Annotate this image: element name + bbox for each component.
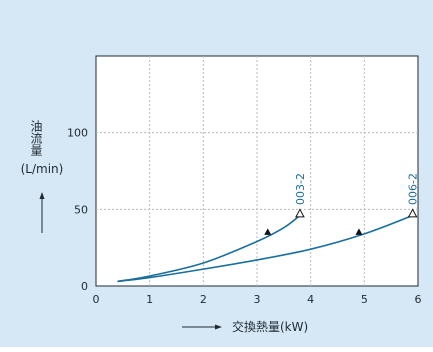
grid-lines xyxy=(96,56,418,286)
x-tick-label-5: 5 xyxy=(361,293,368,306)
plot-area xyxy=(95,55,419,287)
series-marker-open-0 xyxy=(295,208,305,218)
y-tick-labels: 0 50 100 xyxy=(67,127,88,293)
x-tick-label-2: 2 xyxy=(200,293,207,306)
x-tick-label-4: 4 xyxy=(307,293,314,306)
series-labels: 003-2 006-2 xyxy=(294,173,420,205)
x-tick-label-0: 0 xyxy=(93,293,100,306)
series-marker-filled-1 xyxy=(355,228,363,235)
y-tick-label-0: 0 xyxy=(81,280,88,293)
x-tick-labels: 0 1 2 3 4 5 6 xyxy=(93,293,422,306)
series-marker-filled-0 xyxy=(264,228,272,235)
y-axis-arrow-head xyxy=(39,192,45,199)
x-tick-label-3: 3 xyxy=(254,293,261,306)
x-tick-label-1: 1 xyxy=(146,293,153,306)
y-tick-label-2: 100 xyxy=(67,127,88,140)
x-axis-title: 交換熱量(kW) xyxy=(232,319,308,334)
series-curves xyxy=(117,214,413,283)
series-line-1 xyxy=(117,214,413,283)
x-tick-label-6: 6 xyxy=(415,293,422,306)
x-axis-arrow-head xyxy=(215,324,222,330)
series-markers xyxy=(264,208,418,235)
series-label-0: 003-2 xyxy=(294,173,307,205)
series-line-0 xyxy=(117,214,301,283)
y-tick-label-1: 50 xyxy=(74,203,88,216)
y-axis-unit: (L/min) xyxy=(21,162,64,176)
series-label-1: 006-2 xyxy=(407,173,420,205)
series-marker-open-1 xyxy=(407,208,418,218)
y-axis-title: 油流量 xyxy=(29,120,43,156)
